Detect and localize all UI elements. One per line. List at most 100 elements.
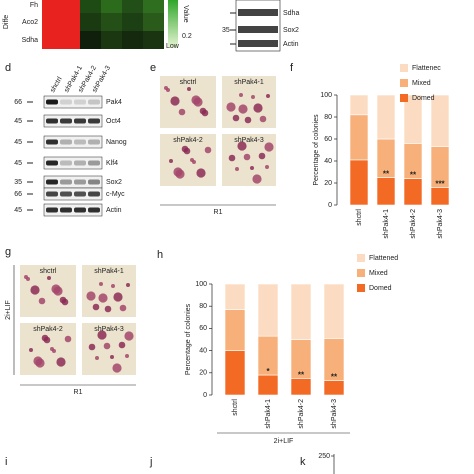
blot-band — [46, 179, 58, 185]
blot-marker: 35 — [14, 179, 22, 186]
legend-label: Flattenec — [412, 65, 441, 72]
significance: ** — [410, 171, 417, 180]
significance: ** — [383, 170, 390, 179]
blot-marker: 66 — [14, 191, 22, 198]
colony — [64, 335, 72, 343]
y-tick-label: 40 — [324, 158, 332, 165]
colony — [112, 363, 122, 373]
blot-band — [74, 139, 86, 145]
panel-letter: e — [150, 62, 156, 74]
y-tick-label: 0 — [203, 392, 207, 399]
bar-segment — [290, 283, 312, 340]
colony — [169, 159, 173, 163]
blot-band — [46, 207, 58, 213]
heatmap-row-label: Aco2 — [22, 19, 38, 26]
heatmap-row-label: Sdha — [22, 37, 38, 44]
colony — [88, 343, 96, 351]
colony — [111, 284, 115, 288]
bar-segment — [430, 187, 450, 206]
blot-band — [60, 99, 72, 105]
blot-label: Oct4 — [106, 118, 121, 125]
colony — [235, 167, 239, 171]
blot-marker: 45 — [14, 207, 22, 214]
panel-letter: i — [5, 456, 7, 468]
colorbar-low: Low — [166, 43, 180, 50]
colony — [204, 146, 212, 154]
blot-band — [60, 118, 72, 124]
colony — [125, 354, 129, 358]
legend-label: Domed — [369, 285, 392, 292]
blot-band — [238, 26, 278, 33]
heatmap-cell — [80, 0, 101, 14]
x-tick-label: shPak4-3 — [331, 399, 338, 429]
blot-label: Actin — [283, 41, 299, 48]
colony — [237, 141, 247, 151]
colony — [56, 357, 66, 367]
colony — [238, 104, 248, 114]
colony — [97, 330, 107, 340]
blot-band — [88, 160, 100, 166]
colony — [98, 293, 108, 303]
x-tick-label: shPak4-2 — [410, 209, 417, 239]
blot-band — [46, 191, 58, 197]
blot-marker: 66 — [14, 99, 22, 106]
heatmap-cell — [80, 31, 101, 49]
blot-band — [74, 99, 86, 105]
blot-label: Pak4 — [106, 99, 122, 106]
blot-band — [60, 139, 72, 145]
bar-segment — [403, 94, 423, 144]
heatmap-cell — [80, 13, 101, 31]
bar-segment — [403, 178, 423, 206]
bar-segment — [224, 309, 246, 351]
colony — [30, 285, 40, 295]
blot-marker: 35 — [222, 27, 230, 34]
colony — [244, 116, 252, 124]
colony — [170, 96, 180, 106]
colony — [178, 108, 186, 116]
blot-band — [74, 191, 86, 197]
colony — [104, 305, 112, 313]
cell-line-label: R1 — [74, 389, 83, 396]
image-label: shPak4-1 — [94, 268, 124, 275]
legend-swatch — [400, 64, 408, 72]
colony — [187, 87, 191, 91]
blot-band — [46, 160, 58, 166]
colony — [253, 103, 263, 113]
image-label: shPak4-2 — [173, 137, 203, 144]
x-tick-label: shPak4-3 — [437, 209, 444, 239]
blot-band — [74, 179, 86, 185]
colorbar-value: 0.2 — [182, 33, 192, 40]
legend-label: Domed — [412, 95, 435, 102]
colony — [232, 114, 240, 122]
blot-band — [74, 118, 86, 124]
colony — [252, 174, 262, 184]
blot-band — [74, 160, 86, 166]
colorbar-title: Value — [182, 5, 189, 22]
panel-letter: d — [5, 62, 11, 74]
heatmap-cell — [101, 31, 122, 49]
blot-band — [88, 118, 100, 124]
blot-frame — [43, 95, 103, 109]
colony — [92, 303, 100, 311]
bar-segment — [323, 283, 345, 339]
colony — [239, 93, 243, 97]
colony — [265, 165, 269, 169]
micrograph — [20, 265, 76, 317]
colony — [86, 291, 96, 301]
colony — [264, 142, 274, 152]
blot-band — [74, 207, 86, 213]
colony — [183, 147, 191, 155]
colony — [251, 95, 255, 99]
x-tick-label: shPak4-1 — [265, 399, 272, 429]
blot-band — [88, 179, 100, 185]
image-label: shPak4-1 — [234, 79, 264, 86]
x-tick-label: shPak4-2 — [298, 399, 305, 429]
bar-segment — [290, 378, 312, 396]
colony — [175, 169, 185, 179]
colony — [126, 283, 130, 287]
colony — [124, 331, 134, 341]
colony — [113, 292, 123, 302]
significance: ** — [298, 370, 305, 379]
heatmap-cell — [42, 13, 80, 31]
blot-label: Sox2 — [283, 27, 299, 34]
